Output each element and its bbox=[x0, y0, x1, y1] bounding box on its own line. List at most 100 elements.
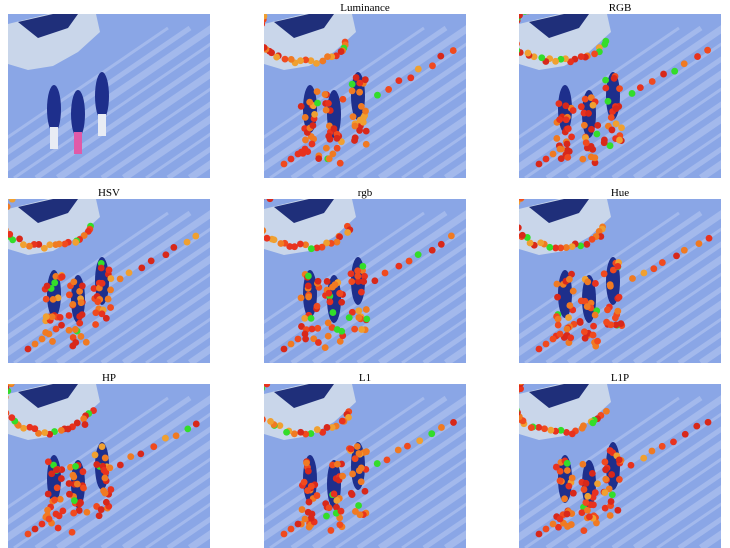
feature-point bbox=[51, 279, 58, 286]
feature-point bbox=[32, 341, 39, 348]
feature-point bbox=[510, 27, 517, 34]
feature-point bbox=[578, 53, 585, 60]
feature-point bbox=[314, 303, 321, 310]
feature-point bbox=[649, 448, 656, 455]
feature-point bbox=[44, 283, 51, 290]
feature-point bbox=[355, 314, 362, 321]
feature-point bbox=[70, 279, 77, 286]
feature-point bbox=[66, 327, 73, 334]
feature-point bbox=[6, 193, 13, 200]
feature-point bbox=[72, 339, 79, 346]
feature-point bbox=[513, 407, 520, 414]
feature-point bbox=[99, 280, 106, 287]
feature-point bbox=[8, 380, 15, 387]
feature-point bbox=[564, 326, 571, 333]
feature-point bbox=[602, 459, 609, 466]
feature-point bbox=[79, 283, 86, 290]
feature-point bbox=[538, 54, 545, 61]
feature-point bbox=[20, 241, 27, 248]
feature-point bbox=[53, 511, 60, 518]
feature-point bbox=[586, 513, 593, 520]
feature-point bbox=[66, 491, 73, 498]
feature-point bbox=[1, 200, 8, 207]
feature-point bbox=[309, 326, 316, 333]
feature-point bbox=[80, 485, 87, 492]
feature-point bbox=[262, 7, 269, 14]
feature-point bbox=[295, 151, 302, 158]
feature-point bbox=[101, 475, 108, 482]
feature-point bbox=[319, 58, 326, 65]
feature-point bbox=[589, 419, 596, 426]
panel-label: RGB bbox=[609, 2, 632, 14]
feature-point bbox=[251, 222, 258, 229]
feature-point bbox=[349, 491, 356, 498]
feature-point bbox=[585, 110, 592, 117]
feature-point bbox=[616, 137, 623, 144]
feature-point bbox=[127, 453, 134, 460]
feature-point bbox=[267, 195, 274, 202]
feature-point bbox=[252, 409, 259, 416]
feature-point bbox=[277, 240, 284, 247]
feature-point bbox=[550, 521, 557, 528]
feature-point bbox=[255, 391, 262, 398]
feature-point bbox=[583, 480, 590, 487]
feature-point bbox=[519, 232, 526, 239]
feature-point bbox=[512, 205, 519, 212]
feature-point bbox=[0, 208, 5, 215]
panel-label: HP bbox=[102, 372, 116, 384]
feature-point bbox=[406, 258, 413, 265]
feature-point bbox=[49, 338, 56, 345]
feature-point bbox=[374, 92, 381, 99]
feature-point bbox=[363, 306, 370, 313]
feature-point bbox=[305, 294, 312, 301]
feature-point bbox=[358, 464, 365, 471]
feature-point bbox=[257, 15, 264, 22]
feature-point bbox=[250, 219, 257, 226]
feature-point bbox=[50, 296, 57, 303]
feature-point bbox=[565, 483, 572, 490]
feature-point bbox=[281, 531, 288, 538]
feature-point bbox=[332, 281, 339, 288]
feature-point bbox=[352, 455, 359, 462]
feature-point bbox=[54, 484, 61, 491]
feature-point bbox=[333, 497, 340, 504]
feature-point bbox=[325, 100, 332, 107]
feature-point bbox=[602, 77, 609, 84]
feature-point bbox=[84, 509, 91, 516]
feature-point bbox=[315, 339, 322, 346]
feature-point bbox=[170, 244, 177, 251]
feature-point bbox=[256, 397, 263, 404]
feature-point bbox=[578, 103, 585, 110]
feature-point bbox=[429, 62, 436, 69]
feature-point bbox=[1, 413, 8, 420]
feature-point bbox=[616, 85, 623, 92]
feature-point bbox=[66, 312, 73, 319]
feature-point bbox=[349, 81, 356, 88]
feature-point bbox=[39, 336, 46, 343]
feature-point bbox=[605, 98, 612, 105]
feature-point bbox=[295, 336, 302, 343]
feature-point bbox=[82, 421, 89, 428]
feature-point bbox=[569, 430, 576, 437]
feature-point bbox=[58, 322, 65, 329]
feature-point bbox=[46, 331, 53, 338]
feature-point bbox=[385, 86, 392, 93]
feature-point bbox=[255, 394, 262, 401]
feature-point bbox=[10, 376, 17, 383]
feature-point bbox=[74, 481, 81, 488]
feature-point bbox=[51, 497, 58, 504]
image-panel bbox=[459, 191, 730, 363]
feature-point bbox=[261, 13, 268, 20]
feature-point bbox=[305, 282, 312, 289]
feature-point bbox=[302, 114, 309, 121]
feature-point bbox=[99, 310, 106, 317]
feature-point bbox=[607, 512, 614, 519]
feature-point bbox=[4, 387, 11, 394]
feature-point bbox=[355, 502, 362, 509]
feature-point bbox=[567, 334, 574, 341]
feature-point bbox=[360, 278, 367, 285]
feature-point bbox=[323, 107, 330, 114]
feature-point bbox=[44, 507, 51, 514]
feature-point bbox=[2, 394, 9, 401]
feature-point bbox=[327, 136, 334, 143]
